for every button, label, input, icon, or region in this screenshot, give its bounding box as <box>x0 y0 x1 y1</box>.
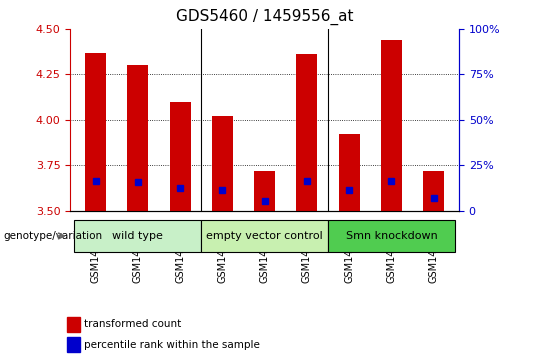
Text: wild type: wild type <box>112 231 163 241</box>
Text: transformed count: transformed count <box>84 319 181 329</box>
Bar <box>67 337 80 352</box>
Bar <box>339 134 360 211</box>
Bar <box>67 317 80 332</box>
Text: Smn knockdown: Smn knockdown <box>346 231 437 241</box>
FancyBboxPatch shape <box>75 220 201 252</box>
Bar <box>212 116 233 211</box>
Bar <box>254 171 275 211</box>
FancyBboxPatch shape <box>201 220 328 252</box>
Bar <box>423 171 444 211</box>
Title: GDS5460 / 1459556_at: GDS5460 / 1459556_at <box>176 9 353 25</box>
Text: empty vector control: empty vector control <box>206 231 323 241</box>
Bar <box>381 40 402 211</box>
Bar <box>296 54 318 211</box>
Bar <box>170 102 191 211</box>
Text: percentile rank within the sample: percentile rank within the sample <box>84 340 260 350</box>
Text: genotype/variation: genotype/variation <box>4 231 103 241</box>
Bar <box>127 65 149 211</box>
FancyBboxPatch shape <box>328 220 455 252</box>
Bar <box>85 53 106 211</box>
